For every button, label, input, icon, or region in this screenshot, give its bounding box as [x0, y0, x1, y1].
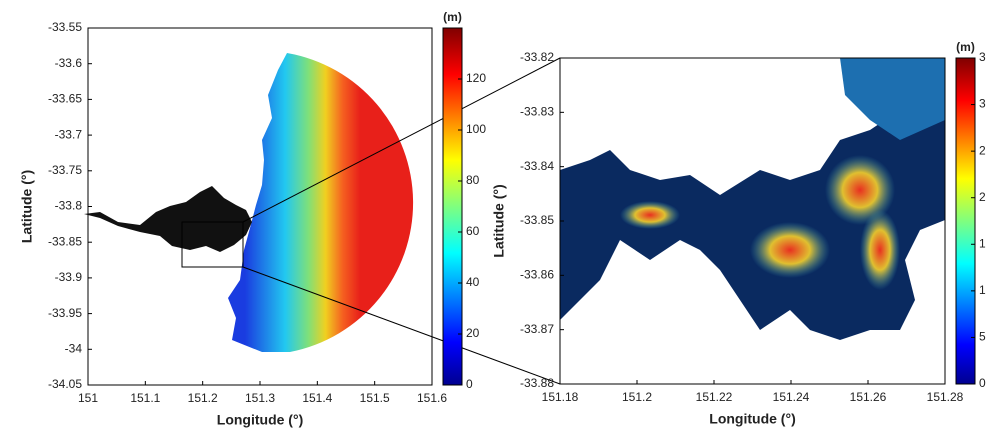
y-tick-label: -33.7	[55, 127, 83, 141]
y-tick-label: -33.87	[520, 322, 554, 336]
x-axis-label: Longitude (°)	[217, 412, 303, 428]
colorbar-unit: (m)	[443, 10, 462, 24]
x-tick-label: 151.24	[773, 390, 810, 404]
colorbar-tick-label: 100	[466, 122, 486, 136]
x-tick-label: 151.2	[622, 390, 652, 404]
colorbar-tick-label: 30	[979, 97, 986, 111]
y-tick-label: -33.6	[55, 56, 83, 70]
deep-area	[750, 222, 830, 278]
colorbar-tick-label: 5	[979, 330, 986, 344]
y-tick-label: -33.85	[48, 234, 82, 248]
water-body	[840, 58, 945, 140]
y-tick-label: -34	[65, 341, 83, 355]
y-tick-label: -33.83	[520, 105, 554, 119]
y-tick-label: -33.85	[520, 213, 554, 227]
y-tick-label: -33.86	[520, 268, 554, 282]
water-body	[560, 90, 945, 340]
x-tick-label: 151.28	[927, 390, 964, 404]
y-tick-label: -33.82	[520, 50, 554, 64]
colorbar-tick-label: 20	[466, 326, 480, 340]
y-tick-label: -33.65	[48, 92, 82, 106]
colorbar-tick-label: 80	[466, 173, 480, 187]
x-tick-label: 151.22	[696, 390, 733, 404]
x-tick-label: 151.6	[417, 391, 447, 405]
colorbar	[955, 57, 976, 385]
x-tick-label: 151.1	[130, 391, 160, 405]
deep-area	[860, 210, 900, 290]
x-tick-label: 151.2	[188, 391, 218, 405]
y-axis-label: Latitude (°)	[19, 170, 35, 243]
y-tick-label: -34.05	[48, 377, 82, 391]
zoom-line	[242, 266, 561, 385]
colorbar-unit: (m)	[956, 40, 975, 54]
colorbar-tick-label: 25	[979, 143, 986, 157]
y-tick-label: -33.75	[48, 163, 82, 177]
x-tick-label: 151.3	[245, 391, 275, 405]
y-tick-label: -33.9	[55, 270, 83, 284]
zoom-box	[181, 221, 244, 268]
colorbar	[442, 27, 463, 386]
colorbar-tick-label: 15	[979, 236, 986, 250]
x-axis-label: Longitude (°)	[709, 411, 795, 427]
x-tick-label: 151	[78, 391, 98, 405]
colorbar-tick-label: 35	[979, 50, 986, 64]
deep-area	[620, 201, 680, 229]
x-tick-label: 151.26	[850, 390, 887, 404]
y-tick-label: -33.55	[48, 20, 82, 34]
colorbar-tick-label: 20	[979, 190, 986, 204]
y-tick-label: -33.84	[520, 159, 554, 173]
colorbar-tick-label: 40	[466, 275, 480, 289]
colorbar-tick-label: 120	[466, 71, 486, 85]
colorbar-tick-label: 60	[466, 224, 480, 238]
y-tick-label: -33.95	[48, 306, 82, 320]
x-tick-label: 151.18	[542, 390, 579, 404]
x-tick-label: 151.4	[302, 391, 332, 405]
y-tick-label: -33.88	[520, 376, 554, 390]
zoom-line	[242, 57, 561, 223]
x-tick-label: 151.5	[360, 391, 390, 405]
y-tick-label: -33.8	[55, 199, 83, 213]
colorbar-tick-label: 0	[979, 376, 986, 390]
colorbar-tick-label: 10	[979, 283, 986, 297]
zoom-mesh	[560, 58, 945, 340]
deep-area	[825, 155, 895, 225]
mesh-domain	[228, 53, 414, 352]
y-axis-label: Latitude (°)	[491, 184, 507, 257]
colorbar-tick-label: 0	[466, 377, 473, 391]
estuary	[84, 186, 252, 252]
